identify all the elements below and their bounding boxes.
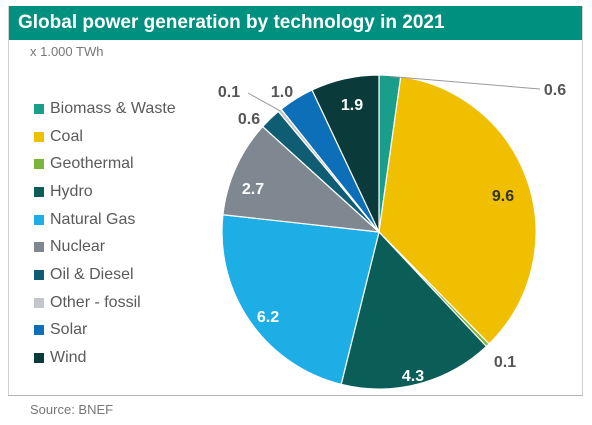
data-label: 2.7 <box>242 181 264 198</box>
pie-slice <box>340 230 488 390</box>
pie-slice <box>222 125 381 233</box>
legend-item: Wind <box>34 344 176 372</box>
legend-swatch <box>34 186 44 197</box>
title-bar: Global power generation by technology in… <box>8 6 583 40</box>
legend-swatch <box>34 269 44 280</box>
legend-swatch <box>34 325 44 336</box>
legend-item: Biomass & Waste <box>34 95 176 123</box>
data-label: 1.0 <box>271 84 293 101</box>
legend-label: Biomass & Waste <box>50 99 176 117</box>
legend-label: Nuclear <box>50 238 106 256</box>
legend-label: Oil & Diesel <box>50 265 134 283</box>
legend-swatch <box>34 103 44 114</box>
legend-item: Solar <box>34 317 176 345</box>
legend-item: Geothermal <box>34 150 176 178</box>
chart-title: Global power generation by technology in… <box>18 12 445 33</box>
leader-line <box>247 92 281 112</box>
legend-swatch <box>34 242 44 253</box>
legend-swatch <box>34 131 44 142</box>
legend-item: Coal <box>34 123 176 151</box>
legend-label: Hydro <box>50 182 93 200</box>
legend-swatch <box>34 159 44 170</box>
legend: Biomass & Waste Coal Geothermal Hydro Natura… <box>34 95 176 372</box>
legend-label: Wind <box>50 349 87 367</box>
legend-label: Other - fossil <box>50 293 141 311</box>
legend-label: Solar <box>50 321 88 339</box>
legend-swatch <box>34 297 44 308</box>
data-label: 6.2 <box>257 309 279 326</box>
data-label: 0.1 <box>218 84 240 101</box>
pie-slice <box>221 214 380 386</box>
source-note: Source: BNEF <box>30 402 114 417</box>
footer-divider <box>8 395 583 396</box>
legend-item: Nuclear <box>34 233 176 261</box>
legend-label: Geothermal <box>50 155 134 173</box>
data-label: 0.6 <box>544 82 566 99</box>
legend-label: Coal <box>50 127 83 145</box>
legend-label: Natural Gas <box>50 210 136 228</box>
data-label: 1.9 <box>341 97 363 114</box>
pie-slice <box>311 74 380 233</box>
legend-item: Oil & Diesel <box>34 261 176 289</box>
data-label: 0.1 <box>494 354 516 371</box>
pie-slice <box>378 75 537 345</box>
legend-item: Natural Gas <box>34 206 176 234</box>
leader-line <box>389 75 541 90</box>
legend-item: Other - fossil <box>34 289 176 317</box>
data-label: 0.6 <box>238 111 260 128</box>
legend-item: Hydro <box>34 178 176 206</box>
data-label: 9.6 <box>492 188 514 205</box>
unit-label: x 1.000 TWh <box>30 44 104 59</box>
legend-swatch <box>34 353 44 364</box>
data-label: 4.3 <box>402 368 424 385</box>
legend-swatch <box>34 214 44 225</box>
